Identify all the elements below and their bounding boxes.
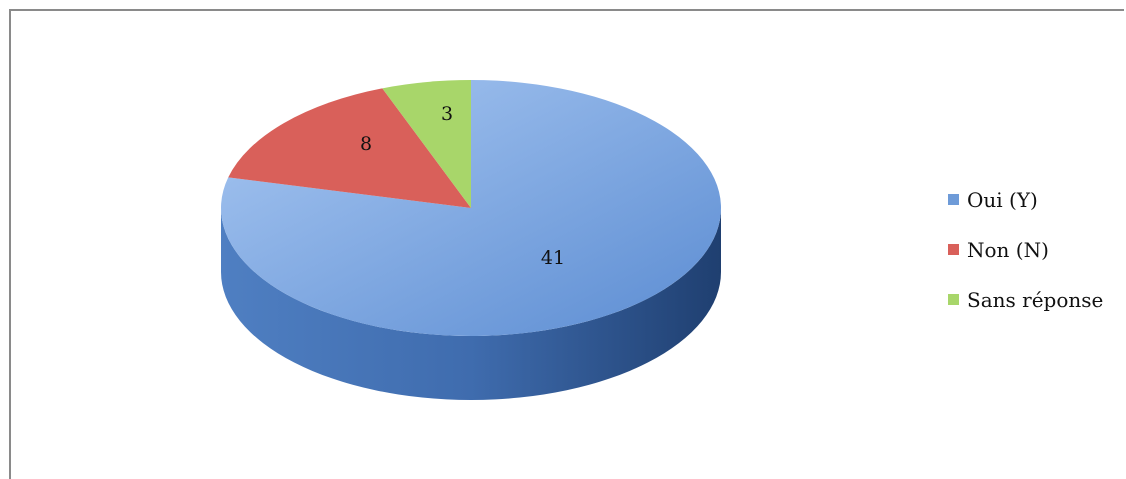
data-label-oui: 41: [541, 247, 565, 269]
legend-swatch-non: [948, 244, 959, 255]
legend-item-non: Non (N): [948, 236, 1103, 263]
data-label-non: 8: [360, 133, 372, 155]
pie-slice-sans-reponse: [382, 80, 471, 208]
legend-label-non: Non (N): [967, 237, 1049, 262]
legend-label-sans-reponse: Sans réponse: [967, 287, 1104, 312]
legend-swatch-sans-reponse: [948, 294, 959, 305]
legend-item-oui: Oui (Y): [948, 186, 1103, 213]
pie-side-oui: [221, 208, 721, 400]
pie-slice-oui: [220, 80, 722, 337]
legend: Oui (Y) Non (N) Sans réponse: [948, 186, 1103, 336]
data-label-sans-reponse: 3: [441, 103, 453, 125]
pie-slice-non: [228, 88, 471, 208]
legend-item-sans-reponse: Sans réponse: [948, 286, 1103, 313]
legend-swatch-oui: [948, 194, 959, 205]
legend-label-oui: Oui (Y): [967, 187, 1038, 212]
